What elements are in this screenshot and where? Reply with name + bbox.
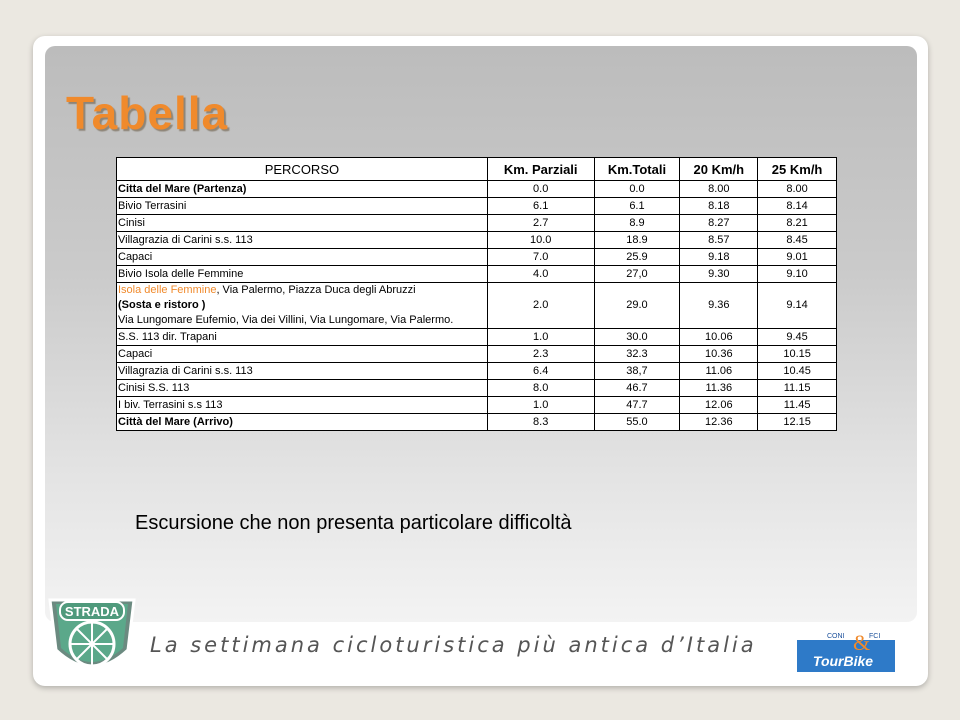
cell-place-multiline: Isola delle Femmine, Via Palermo, Piazza…: [116, 282, 488, 329]
cell-place: Capaci: [116, 345, 488, 363]
cell-time-25: 8.21: [757, 214, 837, 232]
cell-km-totali: 27,0: [593, 265, 681, 283]
cell-time-25: 8.14: [757, 197, 837, 215]
cell-km-totali: 8.9: [593, 214, 681, 232]
strada-logo-text: STRADA: [65, 604, 120, 619]
cell-time-25: 11.45: [757, 396, 837, 414]
cell-km-parziali: 1.0: [486, 328, 595, 346]
cell-time-20: 9.36: [679, 282, 759, 329]
table-row: Cinisi 2.7 8.9 8.27 8.21: [116, 214, 837, 232]
cell-km-totali: 25.9: [593, 248, 681, 266]
cell-km-totali: 6.1: [593, 197, 681, 215]
cell-time-20: 8.27: [679, 214, 759, 232]
table-row: Bivio Isola delle Femmine 4.0 27,0 9.30 …: [116, 265, 837, 283]
cell-time-20: 8.57: [679, 231, 759, 249]
cell-km-totali: 46.7: [593, 379, 681, 397]
cell-km-parziali: 2.0: [486, 282, 595, 329]
cell-km-parziali: 7.0: [486, 248, 595, 266]
table-row: Capaci 7.0 25.9 9.18 9.01: [116, 248, 837, 266]
coni-label: CONI: [827, 633, 845, 640]
table-row: Capaci 2.3 32.3 10.36 10.15: [116, 345, 837, 363]
cell-km-parziali: 6.1: [486, 197, 595, 215]
cell-km-parziali: 4.0: [486, 265, 595, 283]
cell-km-parziali: 0.0: [486, 180, 595, 198]
cell-km-totali: 55.0: [593, 413, 681, 431]
table-row: Villagrazia di Carini s.s. 113 6.4 38,7 …: [116, 362, 837, 380]
cell-km-totali: 0.0: [593, 180, 681, 198]
cell-time-20: 9.18: [679, 248, 759, 266]
route-table: PERCORSO Km. Parziali Km.Totali 20 Km/h …: [116, 157, 837, 431]
table-row: Citta del Mare (Partenza) 0.0 0.0 8.00 8…: [116, 180, 837, 198]
cell-km-totali: 38,7: [593, 362, 681, 380]
cell-place: Villagrazia di Carini s.s. 113: [116, 231, 488, 249]
table-row-rest-stop: Isola delle Femmine, Via Palermo, Piazza…: [116, 282, 837, 329]
cell-place: I biv. Terrasini s.s 113: [116, 396, 488, 414]
slide-title: Tabella: [66, 87, 229, 139]
cell-place: Città del Mare (Arrivo): [116, 413, 488, 431]
tourbike-label: TourBike: [813, 653, 873, 669]
cell-time-25: 10.45: [757, 362, 837, 380]
place-rest: , Via Palermo, Piazza Duca degli Abruzzi: [216, 284, 416, 296]
cell-place: S.S. 113 dir. Trapani: [116, 328, 488, 346]
cell-place: Villagrazia di Carini s.s. 113: [116, 362, 488, 380]
cell-km-parziali: 10.0: [486, 231, 595, 249]
cell-km-parziali: 8.0: [486, 379, 595, 397]
table-row: I biv. Terrasini s.s 113 1.0 47.7 12.06 …: [116, 396, 837, 414]
cell-time-20: 12.36: [679, 413, 759, 431]
cell-time-20: 8.18: [679, 197, 759, 215]
cell-time-25: 9.10: [757, 265, 837, 283]
cell-km-totali: 30.0: [593, 328, 681, 346]
header-percorso: PERCORSO: [116, 157, 488, 181]
table-row: Bivio Terrasini 6.1 6.1 8.18 8.14: [116, 197, 837, 215]
table-row: Villagrazia di Carini s.s. 113 10.0 18.9…: [116, 231, 837, 249]
cell-place: Citta del Mare (Partenza): [116, 180, 488, 198]
header-25-kmh: 25 Km/h: [757, 157, 837, 181]
header-km-parziali: Km. Parziali: [486, 157, 595, 181]
footer-slogan: La settimana cicloturistica più antica d…: [150, 633, 757, 657]
cell-time-20: 12.06: [679, 396, 759, 414]
place-rest-stop-note: (Sosta e ristoro ): [118, 299, 206, 311]
cell-km-parziali: 2.3: [486, 345, 595, 363]
place-highlight: Isola delle Femmine: [118, 284, 217, 296]
header-km-totali: Km.Totali: [593, 157, 681, 181]
cell-time-20: 11.36: [679, 379, 759, 397]
cell-time-20: 10.36: [679, 345, 759, 363]
cell-place: Cinisi: [116, 214, 488, 232]
cell-place: Bivio Isola delle Femmine: [116, 265, 488, 283]
cell-time-20: 8.00: [679, 180, 759, 198]
cell-time-25: 12.15: [757, 413, 837, 431]
table-row: Cinisi S.S. 113 8.0 46.7 11.36 11.15: [116, 379, 837, 397]
cell-time-25: 9.45: [757, 328, 837, 346]
strada-logo: STRADA: [48, 598, 136, 669]
cell-time-20: 9.30: [679, 265, 759, 283]
cell-time-25: 9.14: [757, 282, 837, 329]
difficulty-note: Escursione che non presenta particolare …: [135, 512, 572, 534]
cell-km-totali: 29.0: [593, 282, 681, 329]
place-route-detail: Via Lungomare Eufemio, Via dei Villini, …: [118, 314, 454, 326]
cell-km-parziali: 2.7: [486, 214, 595, 232]
cell-km-parziali: 6.4: [486, 362, 595, 380]
cell-time-25: 8.00: [757, 180, 837, 198]
cell-time-20: 11.06: [679, 362, 759, 380]
cell-time-25: 10.15: [757, 345, 837, 363]
cell-km-totali: 18.9: [593, 231, 681, 249]
tourbike-logo: CONI FCI & TourBike: [797, 630, 895, 672]
cell-km-totali: 32.3: [593, 345, 681, 363]
cell-place: Capaci: [116, 248, 488, 266]
cell-place: Cinisi S.S. 113: [116, 379, 488, 397]
cell-time-20: 10.06: [679, 328, 759, 346]
table-row: S.S. 113 dir. Trapani 1.0 30.0 10.06 9.4…: [116, 328, 837, 346]
header-20-kmh: 20 Km/h: [679, 157, 759, 181]
cell-time-25: 9.01: [757, 248, 837, 266]
cell-time-25: 11.15: [757, 379, 837, 397]
table-row: Città del Mare (Arrivo) 8.3 55.0 12.36 1…: [116, 413, 837, 431]
cell-km-parziali: 8.3: [486, 413, 595, 431]
ampersand-icon: &: [853, 630, 870, 655]
cell-km-totali: 47.7: [593, 396, 681, 414]
cell-place: Bivio Terrasini: [116, 197, 488, 215]
cell-km-parziali: 1.0: [486, 396, 595, 414]
cell-time-25: 8.45: [757, 231, 837, 249]
table-header-row: PERCORSO Km. Parziali Km.Totali 20 Km/h …: [116, 157, 837, 181]
fci-label: FCI: [869, 633, 880, 640]
